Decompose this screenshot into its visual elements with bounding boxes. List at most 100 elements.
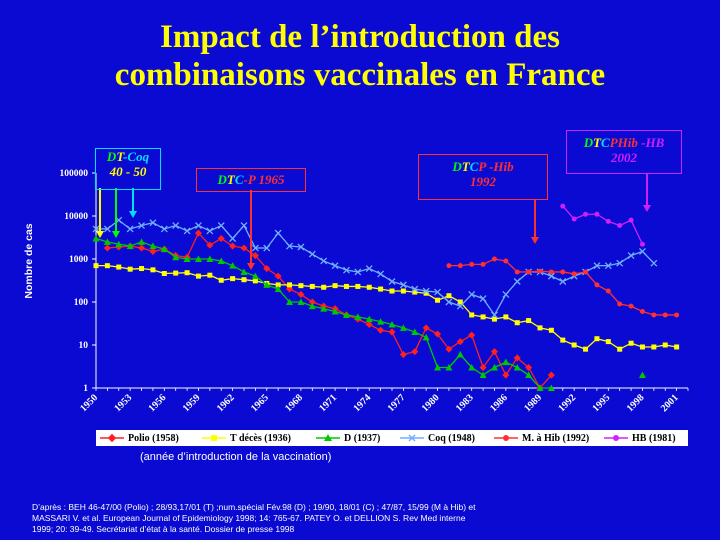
data-point-coq [377, 270, 385, 278]
data-point-diphterie [445, 363, 453, 371]
data-point-diphterie [411, 328, 419, 336]
data-point-hib [457, 263, 463, 269]
legend-item-tetanos: T décès (1936) [202, 430, 291, 446]
data-point-polio [547, 371, 555, 379]
data-point-coq [138, 222, 145, 229]
series-hb [560, 203, 645, 247]
data-point-tetanos [423, 290, 429, 296]
legend-swatch-coq [400, 434, 424, 442]
data-point-coq [491, 311, 498, 319]
data-point-diphterie [138, 238, 146, 245]
data-point-tetanos [207, 272, 213, 278]
data-point-polio [194, 229, 202, 237]
data-point-tetanos [287, 282, 293, 288]
data-point-hib [446, 263, 452, 269]
data-point-coq [365, 265, 373, 272]
series-line-hib [448, 258, 677, 316]
legend-label-coq: Coq (1948) [428, 432, 475, 444]
data-point-diphterie [286, 298, 294, 305]
arrow-coq-head [129, 211, 137, 218]
data-point-diphterie [377, 318, 385, 325]
x-tick-label: 1986 [488, 392, 510, 414]
legend-swatch-hib [494, 435, 518, 441]
data-point-tetanos [651, 344, 657, 350]
legend-item-polio: Polio (1958) [100, 430, 179, 446]
data-point-diphterie [468, 363, 476, 371]
data-point-tetanos [400, 288, 406, 294]
data-point-coq [468, 290, 476, 298]
data-point-tetanos [674, 344, 680, 350]
data-point-tetanos [298, 283, 304, 289]
data-point-coq [388, 278, 396, 285]
data-point-polio [422, 324, 430, 332]
data-point-coq [229, 235, 237, 242]
data-point-diphterie [172, 253, 180, 261]
data-point-diphterie [115, 240, 123, 248]
data-point-coq [434, 288, 441, 296]
data-point-tetanos [321, 284, 327, 290]
legend-label-tetanos: T décès (1936) [230, 432, 291, 444]
title-line-2: combinaisons vaccinales en France [114, 57, 606, 93]
data-point-coq [445, 298, 453, 306]
data-point-coq [149, 219, 157, 227]
data-point-diphterie [240, 268, 248, 275]
data-point-coq [206, 227, 214, 235]
x-tick-label: 1998 [625, 392, 647, 414]
data-point-tetanos [457, 299, 463, 305]
series-coq [92, 216, 658, 319]
legend-item-coq: Coq (1948) [400, 430, 475, 446]
data-point-tetanos [275, 282, 281, 288]
data-point-diphterie [308, 302, 316, 310]
legend-item-hb: HB (1981) [604, 430, 676, 446]
data-point-hib [583, 269, 589, 275]
data-point-coq [399, 281, 407, 289]
data-point-tetanos [628, 340, 634, 346]
data-point-diphterie [456, 351, 464, 358]
data-point-diphterie [274, 285, 282, 293]
x-tick-label: 1953 [112, 392, 134, 414]
arrow-diphterie-head [112, 231, 120, 238]
data-point-diphterie [513, 363, 521, 371]
data-point-diphterie [388, 320, 396, 328]
data-point-diphterie [160, 245, 168, 253]
data-point-hb [560, 203, 566, 209]
data-point-tetanos [195, 273, 201, 279]
data-point-coq [217, 222, 225, 229]
arrow-dtcphib [531, 200, 539, 244]
data-point-polio [399, 351, 407, 359]
x-tick-label: 1965 [249, 392, 271, 414]
data-point-tetanos [617, 346, 623, 352]
series-line-hb [562, 205, 644, 245]
chart-legend: Polio (1958) T décès (1936) D (1937) Coq… [96, 430, 688, 446]
introduction-note: (année d’introduction de la vaccination) [140, 451, 332, 463]
annotation-dtcoq: DT-Coq 40 - 50 [95, 148, 161, 190]
series-line-tetanos [96, 265, 677, 350]
annotation-dtcphibhb: DTCPHib -HB 2002 [566, 130, 682, 174]
data-point-coq [411, 285, 419, 293]
data-point-tetanos [605, 339, 611, 345]
data-point-diphterie [638, 371, 646, 379]
data-point-hb [605, 218, 611, 224]
legend-item-hib: M. à Hib (1992) [494, 430, 589, 446]
series-line-coq [96, 219, 655, 317]
data-point-tetanos [491, 316, 497, 322]
data-point-hib [537, 268, 543, 274]
arrow-diphterie [112, 188, 120, 238]
data-point-polio [365, 320, 373, 329]
y-tick-label: 100000 [60, 169, 89, 179]
data-point-diphterie [422, 333, 430, 341]
data-point-tetanos [309, 283, 315, 289]
data-point-hib [651, 312, 657, 318]
data-point-coq [263, 244, 271, 252]
data-point-tetanos [571, 342, 577, 348]
legend-swatch-diphterie [316, 434, 340, 441]
y-tick-label: 1000 [69, 255, 88, 265]
data-point-tetanos [548, 327, 554, 333]
data-point-tetanos [93, 263, 99, 269]
data-point-coq [126, 225, 134, 233]
data-point-tetanos [446, 293, 452, 299]
data-point-diphterie [183, 255, 191, 262]
data-point-tetanos [583, 346, 589, 352]
annotation-arrows [96, 174, 651, 270]
data-point-diphterie [479, 371, 487, 379]
